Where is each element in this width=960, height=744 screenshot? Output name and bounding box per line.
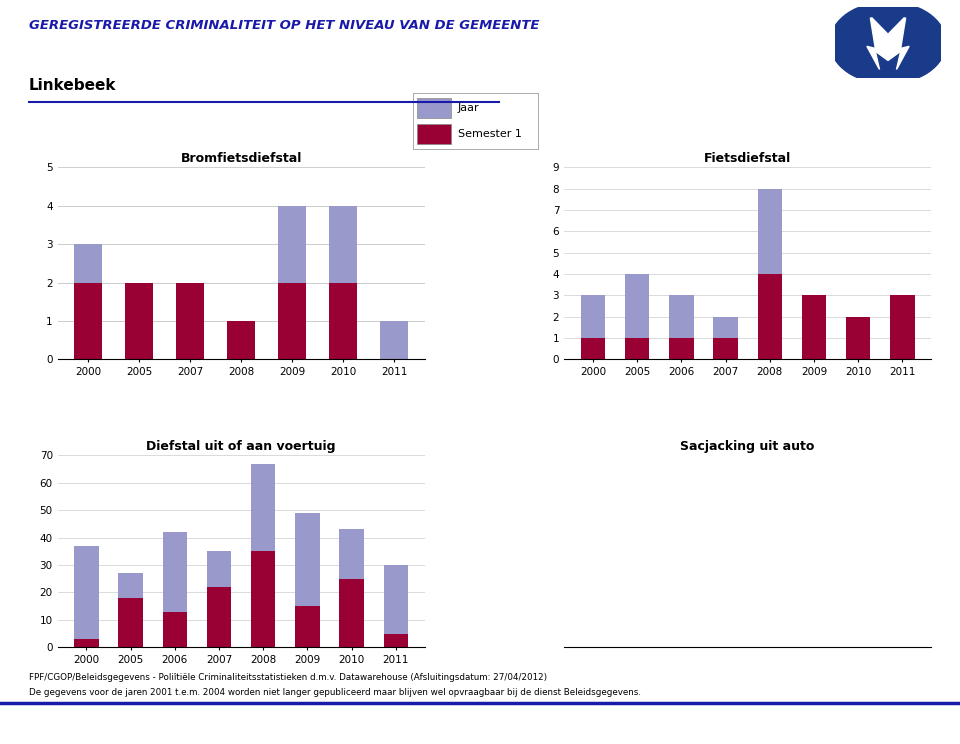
Bar [757,274,782,359]
Bar [417,98,451,118]
Bar [669,295,693,338]
Bar [581,338,605,359]
Bar [206,551,231,587]
Bar [757,189,782,274]
Bar [252,551,276,647]
Bar [252,464,276,551]
Bar [669,338,693,359]
Title: Fietsdiefstal: Fietsdiefstal [704,152,791,165]
Bar [74,639,99,647]
Bar [162,532,187,612]
Bar [296,513,320,606]
Bar [296,606,320,647]
Bar [846,317,871,359]
Bar [278,283,306,359]
Bar [206,587,231,647]
Text: FPF/CGOP/Beleidsgegevens - Poliîtiële Criminaliteitsstatistieken d.m.v. Dataware: FPF/CGOP/Beleidsgegevens - Poliîtiële Cr… [29,673,547,682]
Bar [384,565,408,634]
Circle shape [835,7,941,78]
Bar [74,546,99,639]
Bar [713,317,737,338]
Bar [177,283,204,359]
Text: Semester 1: Semester 1 [458,129,521,139]
Bar [278,206,306,283]
Bar [329,206,357,283]
Bar [125,283,154,359]
Bar [713,338,737,359]
Bar [581,295,605,338]
Bar [890,295,915,359]
Bar [118,598,143,647]
Bar [162,612,187,647]
Title: Diefstal uit of aan voertuig: Diefstal uit of aan voertuig [146,440,336,453]
Text: De gegevens voor de jaren 2001 t.e.m. 2004 worden niet langer gepubliceerd maar : De gegevens voor de jaren 2001 t.e.m. 20… [29,688,641,697]
Bar [802,295,827,359]
Bar [74,283,103,359]
Bar [380,321,408,359]
Bar [625,274,649,338]
Text: Linkebeek: Linkebeek [29,78,116,93]
Bar [417,124,451,144]
Bar [340,530,364,579]
Polygon shape [867,16,909,70]
Bar [625,338,649,359]
Title: Sacjacking uit auto: Sacjacking uit auto [681,440,815,453]
Text: GEREGISTREERDE CRIMINALITEIT OP HET NIVEAU VAN DE GEMEENTE: GEREGISTREERDE CRIMINALITEIT OP HET NIVE… [29,19,540,31]
Text: Jaar: Jaar [458,103,479,113]
Bar [384,634,408,647]
Bar [228,321,255,359]
Bar [74,244,103,283]
Bar [329,283,357,359]
Bar [340,579,364,647]
Title: Bromfietsdiefstal: Bromfietsdiefstal [180,152,301,165]
Bar [118,573,143,598]
